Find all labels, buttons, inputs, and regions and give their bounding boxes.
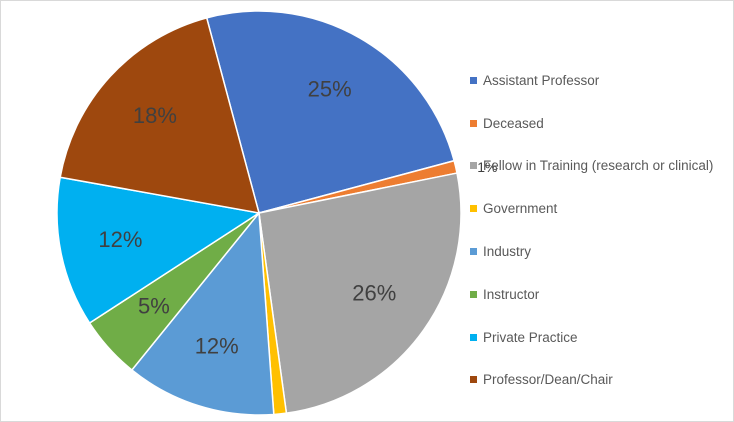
data-label-deceased: 1% (477, 159, 497, 175)
legend-swatch (470, 248, 477, 256)
legend-swatch (470, 376, 477, 384)
legend-swatch (470, 162, 477, 170)
legend-label: Industry (483, 244, 532, 260)
legend-label: Private Practice (483, 329, 578, 345)
legend-label: Assistant Professor (483, 72, 600, 88)
legend-label: Fellow in Training (research or clinical… (483, 158, 714, 174)
legend-swatch (470, 119, 477, 127)
pie-slice-industry (130, 211, 275, 416)
legend-label: Instructor (483, 286, 540, 302)
pie-slice-private-practice (56, 176, 261, 325)
pie-slice-assistant-professor (205, 10, 456, 214)
legend-label: Professor/Dean/Chair (483, 372, 613, 388)
data-label-assistant-professor: 25% (308, 76, 352, 101)
legend-label: Government (483, 201, 558, 217)
legend-item-private-practice: Private Practice (470, 316, 713, 359)
legend-swatch (470, 333, 477, 341)
pie-slice-professor-dean-chair (59, 16, 261, 214)
legend-swatch (470, 76, 477, 84)
legend-item-fellow-in-training-research-or-clinical: Fellow in Training (research or clinical… (470, 145, 713, 188)
data-label-private-practice: 12% (98, 227, 142, 252)
data-label-fellow-in-training-research-or-clinical: 26% (352, 281, 396, 306)
legend-item-government: Government (470, 187, 713, 230)
data-label-professor-dean-chair: 18% (133, 103, 177, 128)
legend: Assistant Professor Deceased Fellow in Tra… (470, 59, 713, 401)
legend-item-industry: Industry (470, 230, 713, 273)
legend-item-deceased: Deceased (470, 102, 713, 145)
legend-swatch (470, 290, 477, 298)
legend-item-instructor: Instructor (470, 273, 713, 316)
legend-item-professor-dean-chair: Professor/Dean/Chair (470, 359, 713, 402)
legend-label: Deceased (483, 115, 544, 131)
data-label-industry: 12% (195, 334, 239, 359)
data-label-instructor: 5% (138, 293, 170, 318)
legend-swatch (470, 205, 477, 213)
pie-slice-fellow-in-training-research-or-clinical (258, 172, 462, 414)
legend-item-assistant-professor: Assistant Professor (470, 59, 713, 102)
